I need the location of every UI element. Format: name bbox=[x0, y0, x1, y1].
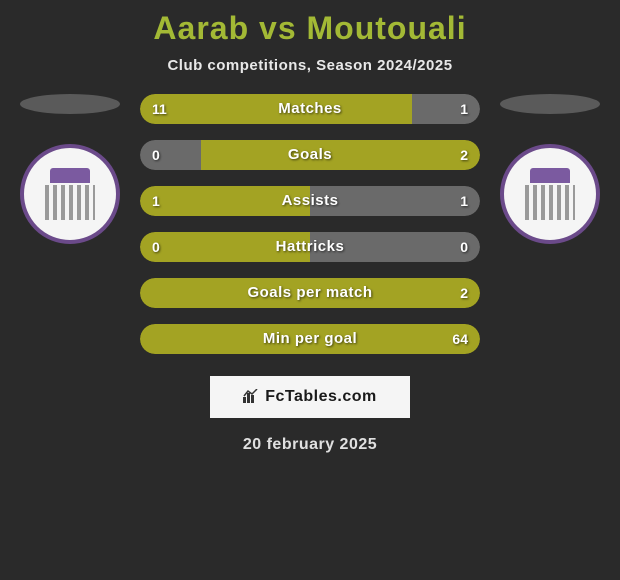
player-left-column bbox=[10, 94, 130, 244]
stat-bar: 2Goals per match bbox=[140, 278, 480, 308]
stat-bar: 00Hattricks bbox=[140, 232, 480, 262]
comparison-area: 111Matches 02Goals 11Assists 00Hattricks 2Go… bbox=[0, 94, 620, 354]
stat-bar: 111Matches bbox=[140, 94, 480, 124]
stat-label: Matches bbox=[140, 94, 480, 124]
stats-column: 111Matches 02Goals 11Assists 00Hattricks 2Go… bbox=[130, 94, 490, 354]
player-right-column bbox=[490, 94, 610, 244]
page-title: Aarab vs Moutouali bbox=[0, 0, 620, 47]
stat-label: Goals per match bbox=[140, 278, 480, 308]
stat-label: Assists bbox=[140, 186, 480, 216]
stat-bar: 11Assists bbox=[140, 186, 480, 216]
stat-bar: 64Min per goal bbox=[140, 324, 480, 354]
date-text: 20 february 2025 bbox=[0, 436, 620, 454]
stat-bar: 02Goals bbox=[140, 140, 480, 170]
brand-logo: FcTables.com bbox=[210, 376, 410, 418]
club-badge-right bbox=[500, 144, 600, 244]
stat-label: Goals bbox=[140, 140, 480, 170]
club-badge-left bbox=[20, 144, 120, 244]
stat-label: Hattricks bbox=[140, 232, 480, 262]
badge-crest-icon bbox=[35, 159, 105, 229]
stat-label: Min per goal bbox=[140, 324, 480, 354]
chart-icon bbox=[243, 389, 259, 406]
player-shadow-right bbox=[500, 94, 600, 114]
player-shadow-left bbox=[20, 94, 120, 114]
badge-crest-icon bbox=[515, 159, 585, 229]
subtitle: Club competitions, Season 2024/2025 bbox=[0, 57, 620, 74]
brand-text: FcTables.com bbox=[265, 388, 377, 406]
